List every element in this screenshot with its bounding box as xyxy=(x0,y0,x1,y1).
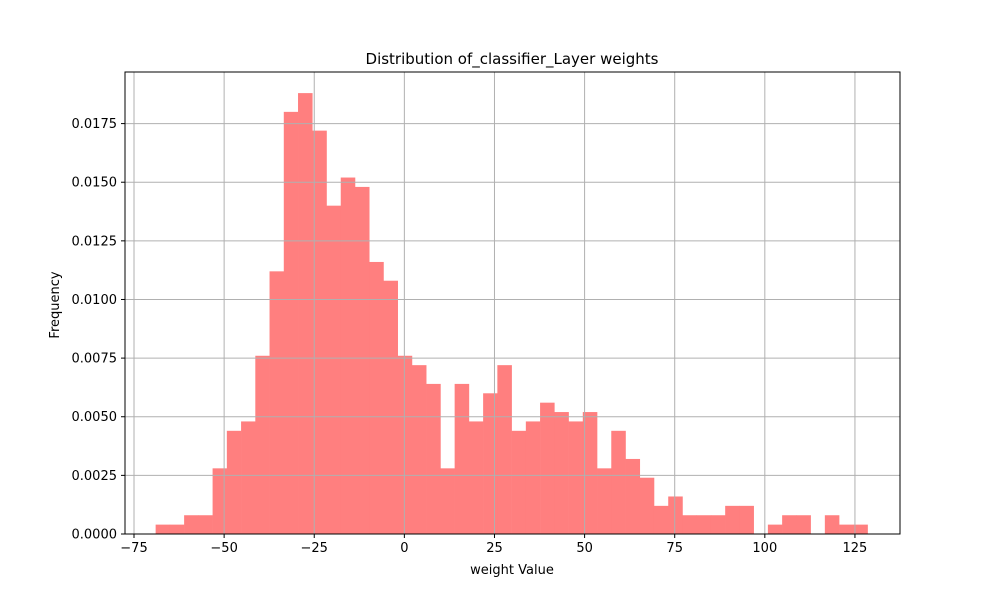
x-tick-label: −75 xyxy=(120,541,147,556)
histogram-bar xyxy=(625,458,641,534)
histogram-bar xyxy=(653,505,669,534)
y-tick-label: 0.0000 xyxy=(72,528,118,543)
y-axis-ticks: 0.0000 0.0025 0.0050 0.0075 0.0100 0.0125 0.01… xyxy=(72,117,125,543)
histogram-bar xyxy=(354,186,370,535)
histogram-bar xyxy=(483,393,498,534)
histogram-bar xyxy=(255,355,270,534)
histogram-bar xyxy=(312,130,327,534)
histogram-bar xyxy=(725,505,740,534)
y-tick-label: 0.0050 xyxy=(72,410,118,425)
histogram-bar xyxy=(639,477,655,534)
plot-frame xyxy=(124,71,901,535)
histogram-bar xyxy=(611,430,626,534)
histogram-bar xyxy=(597,468,612,534)
x-tick-label: 0 xyxy=(400,541,408,556)
histogram-bar xyxy=(668,496,683,534)
histogram-bar xyxy=(796,515,811,534)
histogram-bar xyxy=(525,421,541,534)
y-tick-label: 0.0025 xyxy=(72,469,118,484)
histogram-bar xyxy=(853,524,868,534)
y-tick-label: 0.0150 xyxy=(72,176,118,191)
histogram-bar xyxy=(283,111,299,535)
histogram-bar xyxy=(383,280,398,534)
y-tick-label: 0.0100 xyxy=(72,293,118,308)
x-axis-label: weight Value xyxy=(470,563,554,578)
histogram-bar xyxy=(426,383,441,534)
histogram-bar xyxy=(824,515,840,534)
histogram-bar xyxy=(839,524,854,534)
histogram-bar xyxy=(739,505,754,534)
histogram-bar xyxy=(696,515,712,534)
histogram-bars xyxy=(155,93,868,535)
histogram-bar xyxy=(212,468,228,534)
histogram-bar xyxy=(369,261,384,534)
x-tick-label: 25 xyxy=(486,541,503,556)
histogram-bar xyxy=(497,365,512,534)
histogram-bar xyxy=(326,205,342,535)
histogram-bar xyxy=(241,421,256,534)
histogram-bar xyxy=(468,421,484,534)
x-tick-label: 75 xyxy=(666,541,683,556)
histogram-bar xyxy=(169,524,185,534)
histogram-bar xyxy=(682,515,697,534)
histogram-bar xyxy=(568,421,584,534)
histogram-bar xyxy=(782,515,797,534)
histogram-bar xyxy=(554,412,569,534)
histogram-bar xyxy=(767,524,783,534)
histogram-bar xyxy=(340,177,356,534)
histogram-bar xyxy=(397,355,413,534)
histogram-bar xyxy=(511,430,527,534)
histogram-bar xyxy=(710,515,726,534)
x-tick-label: −50 xyxy=(210,541,237,556)
histogram-bar xyxy=(540,402,555,534)
histogram-bar xyxy=(184,515,199,534)
histogram-bar xyxy=(454,383,470,534)
histogram-bar xyxy=(440,468,455,534)
histogram-bar xyxy=(411,365,427,534)
x-tick-label: −25 xyxy=(301,541,328,556)
histogram-bar xyxy=(582,412,598,534)
y-tick-label: 0.0075 xyxy=(72,352,118,367)
x-tick-label: 50 xyxy=(576,541,593,556)
y-tick-label: 0.0175 xyxy=(72,117,118,132)
x-tick-label: 125 xyxy=(843,541,868,556)
histogram-bar xyxy=(155,524,171,534)
y-axis-label: Frequency xyxy=(48,271,63,338)
histogram-bar xyxy=(226,430,242,534)
chart-title: Distribution of_classifier_Layer weights xyxy=(366,50,659,69)
x-tick-label: 100 xyxy=(752,541,777,556)
histogram-bar xyxy=(298,93,313,534)
histogram-bar xyxy=(269,271,285,534)
histogram-bar xyxy=(198,515,213,534)
y-tick-label: 0.0125 xyxy=(72,234,118,249)
x-axis-ticks: −75 −50 −25 0 25 50 75 100 125 xyxy=(120,534,867,556)
